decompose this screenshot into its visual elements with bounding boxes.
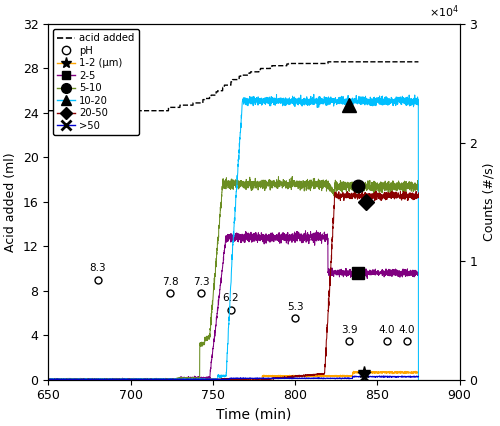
- Text: 5.3: 5.3: [286, 302, 304, 312]
- Text: 4.0: 4.0: [398, 325, 415, 334]
- Text: 4.0: 4.0: [379, 325, 396, 334]
- Text: $\times10^4$: $\times10^4$: [430, 4, 460, 20]
- Legend: acid added, pH, 1-2 (μm), 2-5, 5-10, 10-20, 20-50, >50: acid added, pH, 1-2 (μm), 2-5, 5-10, 10-…: [54, 29, 138, 135]
- Text: 7.3: 7.3: [193, 277, 210, 287]
- Text: 8.3: 8.3: [90, 263, 106, 273]
- X-axis label: Time (min): Time (min): [216, 408, 292, 422]
- Y-axis label: Acid added (ml): Acid added (ml): [4, 152, 17, 252]
- Y-axis label: Counts (#/s): Counts (#/s): [483, 163, 496, 241]
- Text: 3.9: 3.9: [341, 325, 357, 334]
- Text: 7.8: 7.8: [162, 277, 178, 287]
- Text: 6.2: 6.2: [222, 294, 239, 303]
